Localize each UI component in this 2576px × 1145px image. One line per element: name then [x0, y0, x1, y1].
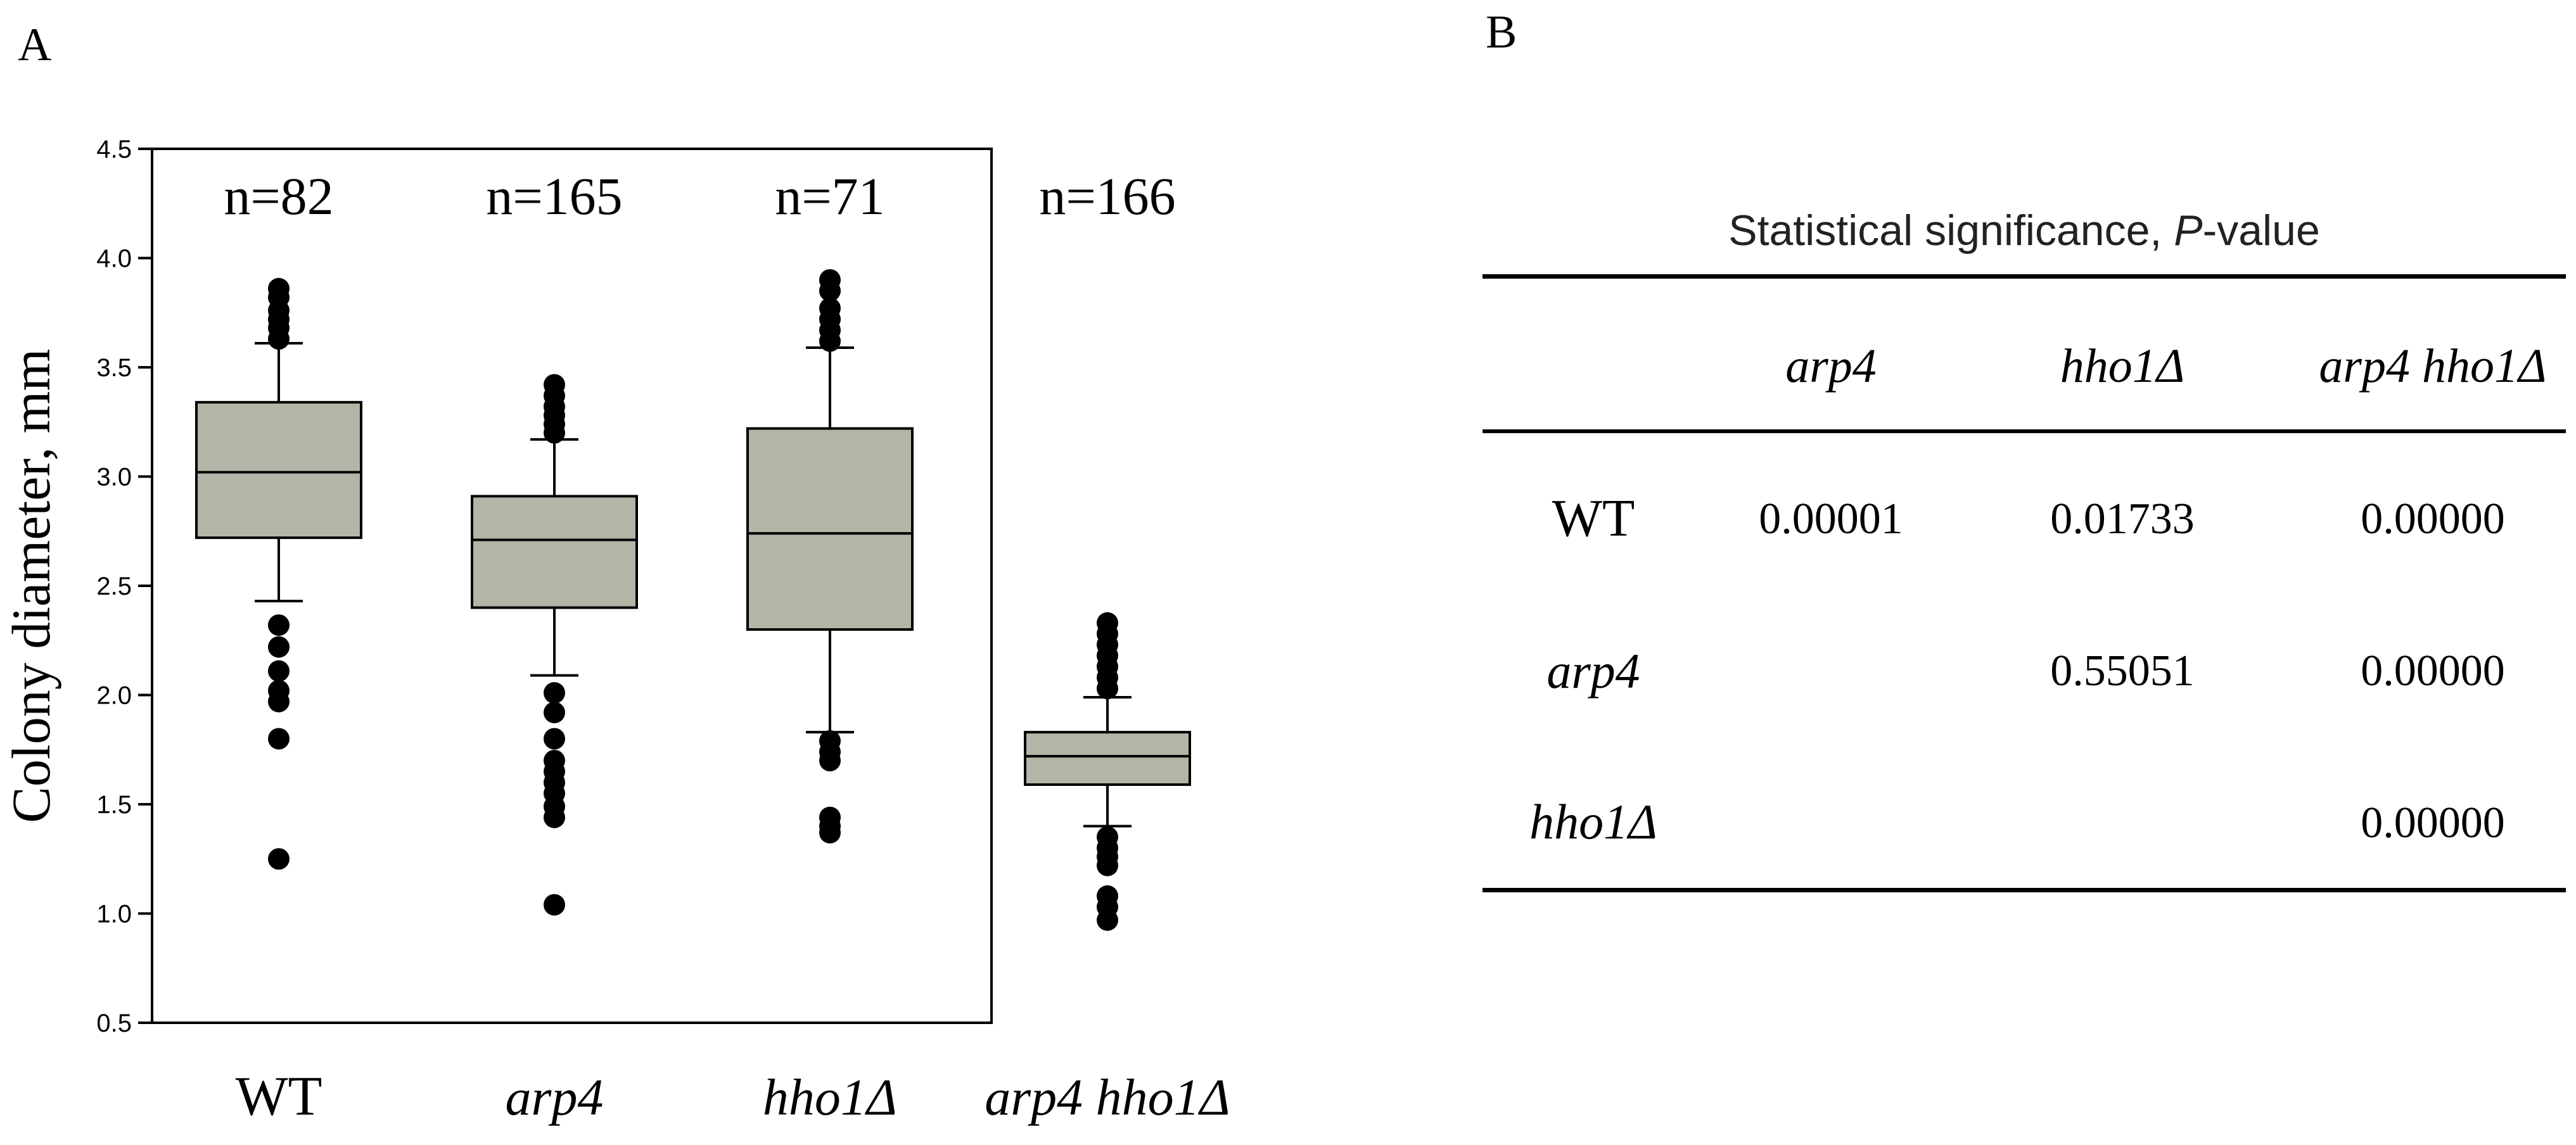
x-category-label: arp4 hho1Δ: [985, 1068, 1230, 1126]
y-tick-label: 3.0: [96, 464, 132, 491]
outlier-point: [819, 297, 841, 319]
table-cell: 0.01733: [2050, 495, 2195, 543]
outlier-point: [544, 702, 565, 724]
table-cell: 0.00000: [2361, 495, 2505, 543]
outlier-point: [819, 269, 841, 291]
n-count-label: n=165: [486, 167, 622, 226]
table-cell: 0.55051: [2050, 647, 2195, 695]
outlier-point: [268, 690, 290, 712]
panel-a-label: A: [18, 19, 52, 71]
outlier-point: [544, 682, 565, 704]
outlier-point: [819, 750, 841, 771]
table-col-header: arp4 hho1Δ: [2319, 339, 2547, 393]
y-tick-label: 4.5: [96, 136, 132, 163]
table-col-header: arp4: [1785, 339, 1877, 393]
box: [746, 427, 914, 631]
y-tick-label: 2.5: [96, 572, 132, 600]
x-category-label: hho1Δ: [763, 1068, 897, 1126]
table-cell: 0.00000: [2361, 799, 2505, 847]
outlier-point: [819, 821, 841, 844]
y-tick-label: 2.0: [96, 682, 132, 710]
box: [471, 495, 638, 609]
outlier-point: [544, 374, 565, 396]
outlier-point: [268, 660, 290, 682]
box-plot-chart: 0.5 1.0 1.5 2.0 2.5 3.0 3.5 4.0 4.5 Colony diame…: [1, 136, 1230, 1127]
outlier-point: [268, 728, 290, 750]
n-count-label: n=166: [1039, 167, 1175, 226]
table-title: Statistical significance, P-value: [1482, 206, 2566, 255]
y-axis-label: Colony diameter, mm: [1, 349, 61, 823]
n-count-label: n=71: [775, 167, 884, 226]
panel-b-label: B: [1486, 6, 1517, 58]
table-top-rule: [1482, 274, 2566, 279]
y-tick-label: 1.0: [96, 901, 132, 928]
table-bottom-rule: [1482, 888, 2566, 892]
y-tick-label: 4.0: [96, 245, 132, 273]
outlier-point: [268, 614, 290, 636]
table-cell: 0.00000: [2361, 647, 2505, 695]
y-tick-label: 1.5: [96, 791, 132, 819]
box: [1024, 731, 1191, 786]
outlier-point: [1097, 854, 1118, 876]
y-tick-label: 0.5: [96, 1009, 132, 1037]
y-tick-label: 3.5: [96, 354, 132, 382]
outlier-point: [268, 277, 290, 300]
table-col-header: hho1Δ: [2060, 339, 2185, 393]
table-title-suffix: -value: [2202, 206, 2320, 255]
table-row-label: WT: [1552, 489, 1635, 548]
outlier-point: [268, 848, 290, 870]
table-row-label: hho1Δ: [1529, 794, 1657, 849]
outlier-point: [544, 806, 565, 828]
outlier-point: [1097, 612, 1118, 634]
table-header-rule: [1482, 429, 2566, 433]
outlier-point: [544, 728, 565, 750]
box: [195, 401, 362, 540]
x-category-label: WT: [236, 1066, 322, 1127]
outlier-point: [544, 894, 565, 916]
x-category-label: arp4: [506, 1068, 604, 1126]
table-title-prefix: Statistical significance,: [1728, 206, 2174, 255]
table-row-label: arp4: [1546, 643, 1640, 699]
outlier-point: [1097, 909, 1118, 931]
table-cell: 0.00001: [1759, 495, 1903, 543]
n-count-label: n=82: [224, 167, 333, 226]
outlier-point: [268, 636, 290, 658]
table-title-p: P: [2174, 206, 2203, 255]
